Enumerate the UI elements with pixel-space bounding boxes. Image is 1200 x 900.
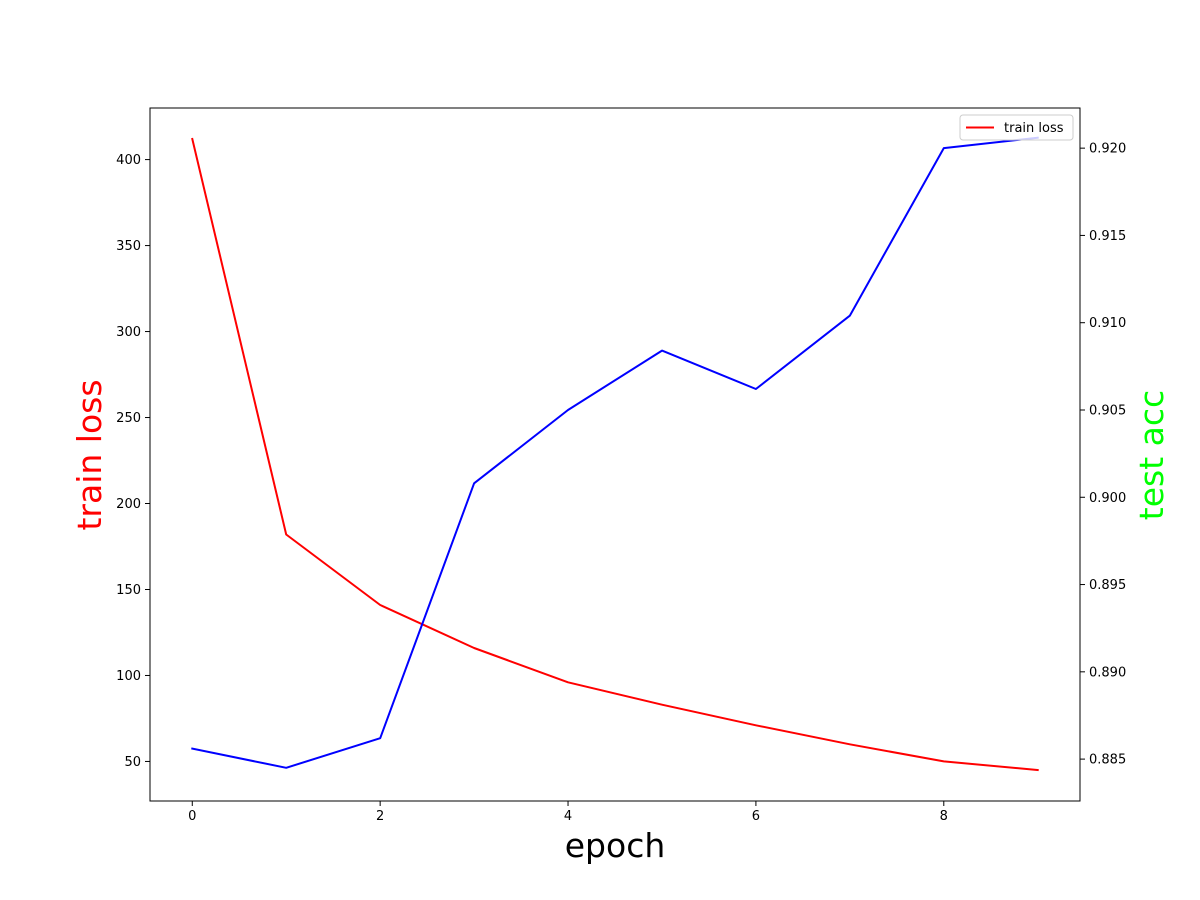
plot-background	[150, 108, 1080, 801]
y-left-tick-label: 350	[116, 239, 141, 254]
y-right-tick-label: 0.910	[1089, 316, 1126, 331]
y-left-tick-label: 300	[116, 325, 141, 340]
x-tick-label: 0	[188, 809, 196, 824]
y-right-tick-label: 0.905	[1089, 403, 1126, 418]
y-left-tick-label: 100	[116, 669, 141, 684]
plot-frame	[149, 107, 1081, 802]
y-left-tick-label: 200	[116, 497, 141, 512]
y-left-tick-label: 50	[124, 755, 141, 770]
y-left-axis-ticks: 50 100 150 200 250 300 350 400	[116, 153, 150, 770]
y-right-tick-label: 0.900	[1089, 491, 1126, 506]
series-line-test-acc	[191, 136, 1039, 769]
x-tick-label: 6	[752, 809, 760, 824]
y-left-tick-label: 150	[116, 583, 141, 598]
x-tick-label: 2	[376, 809, 384, 824]
y-right-axis-ticks: 0.885 0.890 0.895 0.900 0.905 0.910 0.915 0.920	[1080, 142, 1126, 768]
series-layer	[191, 136, 1039, 772]
y-left-tick-label: 250	[116, 411, 141, 426]
y-right-tick-label: 0.885	[1089, 753, 1126, 768]
x-axis-ticks: 0 2 4 6 8	[188, 801, 948, 824]
y-right-axis-label: test acc	[1132, 390, 1171, 520]
y-right-tick-label: 0.890	[1089, 665, 1126, 680]
legend-label-train-loss: train loss	[1004, 121, 1064, 136]
y-right-tick-label: 0.915	[1089, 229, 1126, 244]
x-tick-label: 4	[564, 809, 572, 824]
x-axis-label: epoch	[565, 826, 666, 865]
y-left-tick-label: 400	[116, 153, 141, 168]
y-right-tick-label: 0.895	[1089, 578, 1126, 593]
legend: train loss	[959, 114, 1074, 141]
x-tick-label: 8	[940, 809, 948, 824]
y-left-axis-label: train loss	[70, 379, 109, 530]
y-right-tick-label: 0.920	[1089, 142, 1126, 157]
legend-box	[959, 114, 1074, 141]
series-line-train-loss	[191, 137, 1039, 772]
